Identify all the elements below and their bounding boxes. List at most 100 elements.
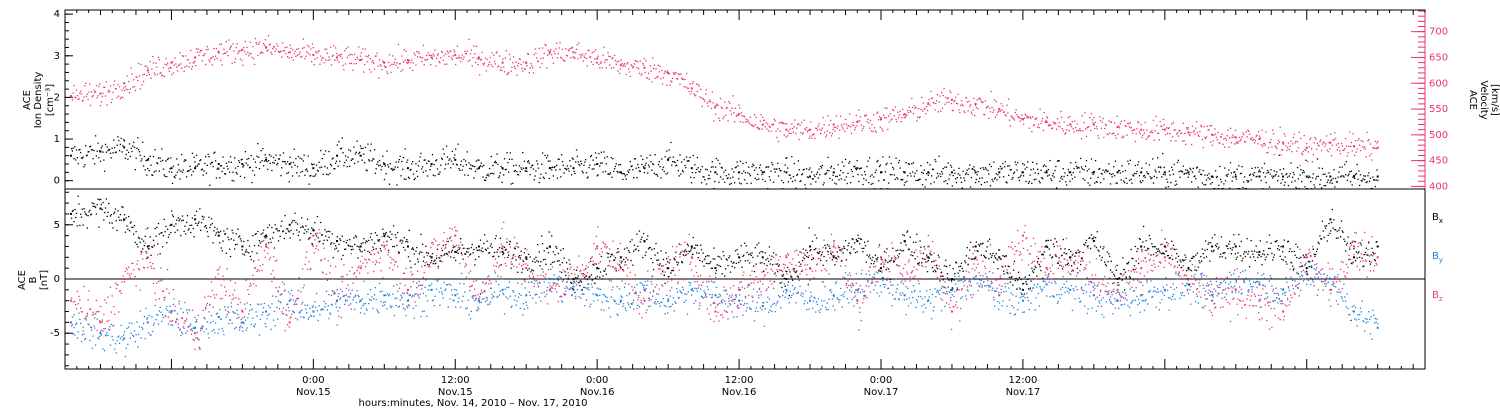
density-dot bbox=[772, 164, 774, 166]
bz-dot bbox=[84, 317, 87, 319]
density-dot bbox=[759, 164, 761, 166]
bz-dot bbox=[1267, 301, 1270, 303]
density-dot bbox=[1274, 175, 1276, 177]
top-plot-area bbox=[69, 35, 1379, 190]
density-dot bbox=[953, 169, 955, 171]
velocity-dot bbox=[472, 56, 474, 59]
velocity-dot bbox=[187, 59, 189, 61]
density-dot bbox=[856, 159, 858, 162]
bz-dot bbox=[294, 303, 296, 305]
density-dot bbox=[238, 160, 240, 162]
density-dot bbox=[989, 185, 992, 187]
velocity-dot bbox=[931, 97, 933, 99]
bz-dot bbox=[311, 244, 314, 246]
density-dot bbox=[310, 163, 313, 165]
velocity-dot bbox=[421, 60, 423, 63]
velocity-dot bbox=[512, 62, 514, 64]
density-dot bbox=[1219, 178, 1222, 181]
bz-dot bbox=[1034, 242, 1036, 245]
density-tick-label: 3 bbox=[54, 51, 60, 62]
density-dot bbox=[974, 169, 976, 171]
bz-dot bbox=[506, 238, 508, 240]
density-dot bbox=[1175, 180, 1177, 182]
bz-dot bbox=[258, 270, 261, 272]
velocity-dot bbox=[502, 58, 504, 60]
bz-dot bbox=[706, 308, 708, 310]
bz-dot bbox=[1132, 269, 1134, 271]
density-dot bbox=[520, 167, 522, 169]
velocity-dot bbox=[724, 101, 726, 103]
velocity-series bbox=[69, 35, 1379, 167]
bz-point bbox=[312, 234, 315, 237]
velocity-dot bbox=[314, 58, 316, 60]
density-point bbox=[265, 158, 268, 161]
velocity-dot bbox=[652, 57, 654, 59]
density-dot bbox=[663, 170, 665, 173]
density-dot bbox=[1292, 171, 1295, 174]
bz-dot bbox=[1248, 291, 1250, 293]
velocity-dot bbox=[440, 57, 442, 59]
density-dot bbox=[1280, 182, 1282, 184]
bottom-panel: -505 ACE B [nT] Bx By Bz bbox=[17, 188, 1443, 370]
density-dot bbox=[1097, 176, 1099, 179]
bz-dot bbox=[214, 297, 216, 299]
density-dot bbox=[835, 183, 838, 185]
bz-dot bbox=[320, 260, 322, 262]
bz-dot bbox=[1100, 305, 1103, 307]
density-dot bbox=[1108, 163, 1110, 165]
bz-dot bbox=[772, 270, 774, 272]
bz-dot bbox=[75, 304, 77, 306]
velocity-dot bbox=[662, 77, 665, 79]
bz-dot bbox=[1179, 275, 1181, 277]
velocity-dot bbox=[469, 53, 472, 55]
bz-dot bbox=[853, 296, 855, 299]
density-dot bbox=[111, 147, 113, 149]
bz-dot bbox=[354, 272, 356, 274]
density-dot bbox=[1334, 186, 1336, 188]
density-dot bbox=[944, 166, 946, 168]
velocity-point bbox=[1329, 141, 1332, 144]
velocity-dot bbox=[315, 52, 318, 54]
bz-dot bbox=[975, 267, 978, 269]
density-dot bbox=[1355, 172, 1357, 175]
velocity-dot bbox=[666, 84, 668, 86]
bz-dot bbox=[805, 268, 807, 271]
density-dot bbox=[1003, 176, 1005, 178]
density-dot bbox=[623, 173, 626, 175]
density-dot bbox=[289, 156, 291, 158]
density-dot bbox=[339, 160, 341, 162]
density-dot bbox=[161, 148, 163, 150]
density-dot bbox=[1176, 183, 1178, 185]
bz-dot bbox=[315, 245, 318, 247]
velocity-dot bbox=[463, 56, 465, 58]
density-dot bbox=[152, 155, 155, 158]
velocity-dot bbox=[1012, 117, 1015, 120]
bz-dot bbox=[247, 289, 249, 291]
velocity-dot bbox=[123, 87, 125, 89]
density-dot bbox=[383, 178, 386, 181]
velocity-dot bbox=[572, 56, 574, 58]
bz-dot bbox=[860, 319, 862, 322]
velocity-dot bbox=[279, 51, 281, 53]
density-dot bbox=[157, 162, 159, 165]
velocity-dot bbox=[152, 55, 154, 58]
velocity-dot bbox=[1015, 109, 1017, 111]
density-dot bbox=[1227, 173, 1229, 175]
density-dot bbox=[656, 173, 658, 176]
velocity-dot bbox=[219, 59, 222, 62]
bz-dot bbox=[475, 279, 478, 282]
velocity-point bbox=[99, 92, 102, 95]
density-dot bbox=[1046, 175, 1049, 177]
velocity-point bbox=[1282, 141, 1285, 144]
velocity-dot bbox=[714, 107, 716, 109]
velocity-dot bbox=[892, 109, 895, 112]
bz-dot bbox=[798, 265, 800, 268]
density-dot bbox=[212, 165, 214, 168]
bz-dot bbox=[1014, 245, 1016, 248]
velocity-dot bbox=[96, 97, 98, 99]
velocity-dot bbox=[391, 63, 393, 66]
velocity-dot bbox=[658, 71, 660, 73]
density-dot bbox=[1281, 173, 1283, 175]
bz-dot bbox=[719, 314, 722, 316]
density-dot bbox=[118, 139, 120, 142]
